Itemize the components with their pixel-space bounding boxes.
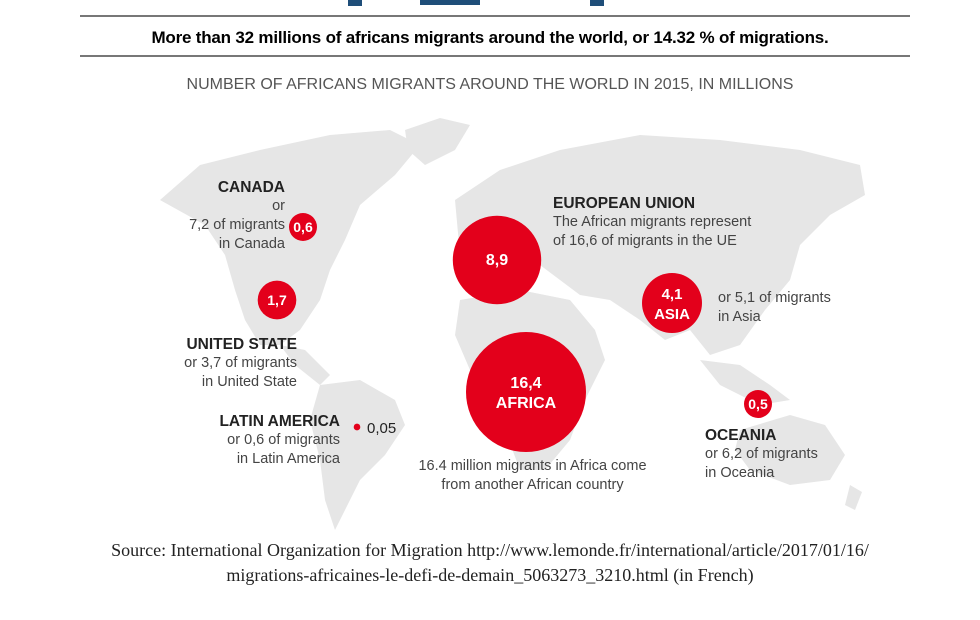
australia bbox=[735, 415, 845, 485]
note: or 0,6 of migrants bbox=[227, 432, 340, 448]
bubble-value: 1,7 bbox=[267, 292, 287, 308]
bubble-european-union bbox=[452, 215, 542, 305]
bubble-region-name: AFRICA bbox=[496, 395, 557, 412]
label-asia: or 5,1 of migrants in Asia bbox=[718, 289, 878, 327]
source-note: Source: International Organization for M… bbox=[0, 538, 980, 588]
southeast-asia bbox=[700, 360, 790, 405]
region-name: LATIN AMERICA bbox=[219, 413, 340, 430]
region-name: UNITED STATE bbox=[186, 336, 297, 353]
bubble-value: 4,1 bbox=[662, 286, 683, 303]
bubble-asia bbox=[642, 273, 702, 333]
note: or 5,1 of migrants bbox=[718, 290, 831, 306]
note: in Oceania bbox=[705, 465, 775, 481]
europe-asia bbox=[455, 135, 865, 355]
note: 16.4 million migrants in Africa come bbox=[418, 458, 647, 474]
top-rule bbox=[80, 15, 910, 17]
label-canada: CANADA or 7,2 of migrants in Canada bbox=[150, 178, 285, 254]
bubble-value: 0,5 bbox=[748, 396, 768, 412]
note: 7,2 of migrants bbox=[189, 217, 285, 233]
south-america bbox=[310, 380, 405, 530]
bubble-value: 8,9 bbox=[486, 252, 508, 269]
note: in Canada bbox=[218, 236, 285, 252]
note: of 16,6 of migrants in the UE bbox=[553, 233, 737, 249]
label-latin-america: LATIN AMERICA or 0,6 of migrants in Lati… bbox=[180, 412, 340, 469]
new-zealand bbox=[845, 485, 862, 510]
label-africa: 16.4 million migrants in Africa come fro… bbox=[395, 457, 670, 495]
map-title: NUMBER OF AFRICANS MIGRANTS AROUND THE W… bbox=[186, 76, 794, 93]
note: or bbox=[272, 198, 285, 214]
bubble-canada bbox=[289, 213, 317, 241]
latin-america-value: 0,05 bbox=[367, 420, 397, 437]
bubble-region-name: ASIA bbox=[654, 306, 690, 323]
note: in Asia bbox=[718, 309, 761, 325]
cropped-title-fragment bbox=[0, 0, 980, 8]
note: from another African country bbox=[441, 477, 624, 493]
bottom-rule bbox=[80, 55, 910, 57]
bubble-united-state bbox=[257, 280, 297, 320]
region-name: EUROPEAN UNION bbox=[553, 195, 696, 212]
source-line-2: migrations-africaines-le-defi-de-demain_… bbox=[226, 565, 754, 585]
central-america bbox=[280, 345, 330, 385]
north-america bbox=[160, 130, 420, 345]
bubble-africa bbox=[466, 332, 586, 452]
headline: More than 32 millions of africans migran… bbox=[151, 28, 829, 47]
source-line-1: Source: International Organization for M… bbox=[111, 540, 869, 560]
region-name: OCEANIA bbox=[705, 427, 777, 444]
label-oceania: OCEANIA or 6,2 of migrants in Oceania bbox=[705, 426, 865, 483]
bubble-oceania bbox=[744, 390, 772, 418]
note: in United State bbox=[201, 374, 297, 390]
note: The African migrants represent bbox=[553, 214, 752, 230]
bubble-latin-america bbox=[353, 423, 361, 431]
bubble-value: 0,6 bbox=[293, 219, 313, 235]
note: or 6,2 of migrants bbox=[705, 446, 818, 462]
note: or 3,7 of migrants bbox=[184, 355, 297, 371]
region-name: CANADA bbox=[217, 179, 285, 196]
greenland bbox=[405, 118, 470, 165]
bubble-value: 16,4 bbox=[510, 375, 541, 392]
note: in Latin America bbox=[236, 451, 340, 467]
label-european-union: EUROPEAN UNION The African migrants repr… bbox=[553, 194, 813, 251]
label-united-state: UNITED STATE or 3,7 of migrants in Unite… bbox=[140, 335, 297, 392]
